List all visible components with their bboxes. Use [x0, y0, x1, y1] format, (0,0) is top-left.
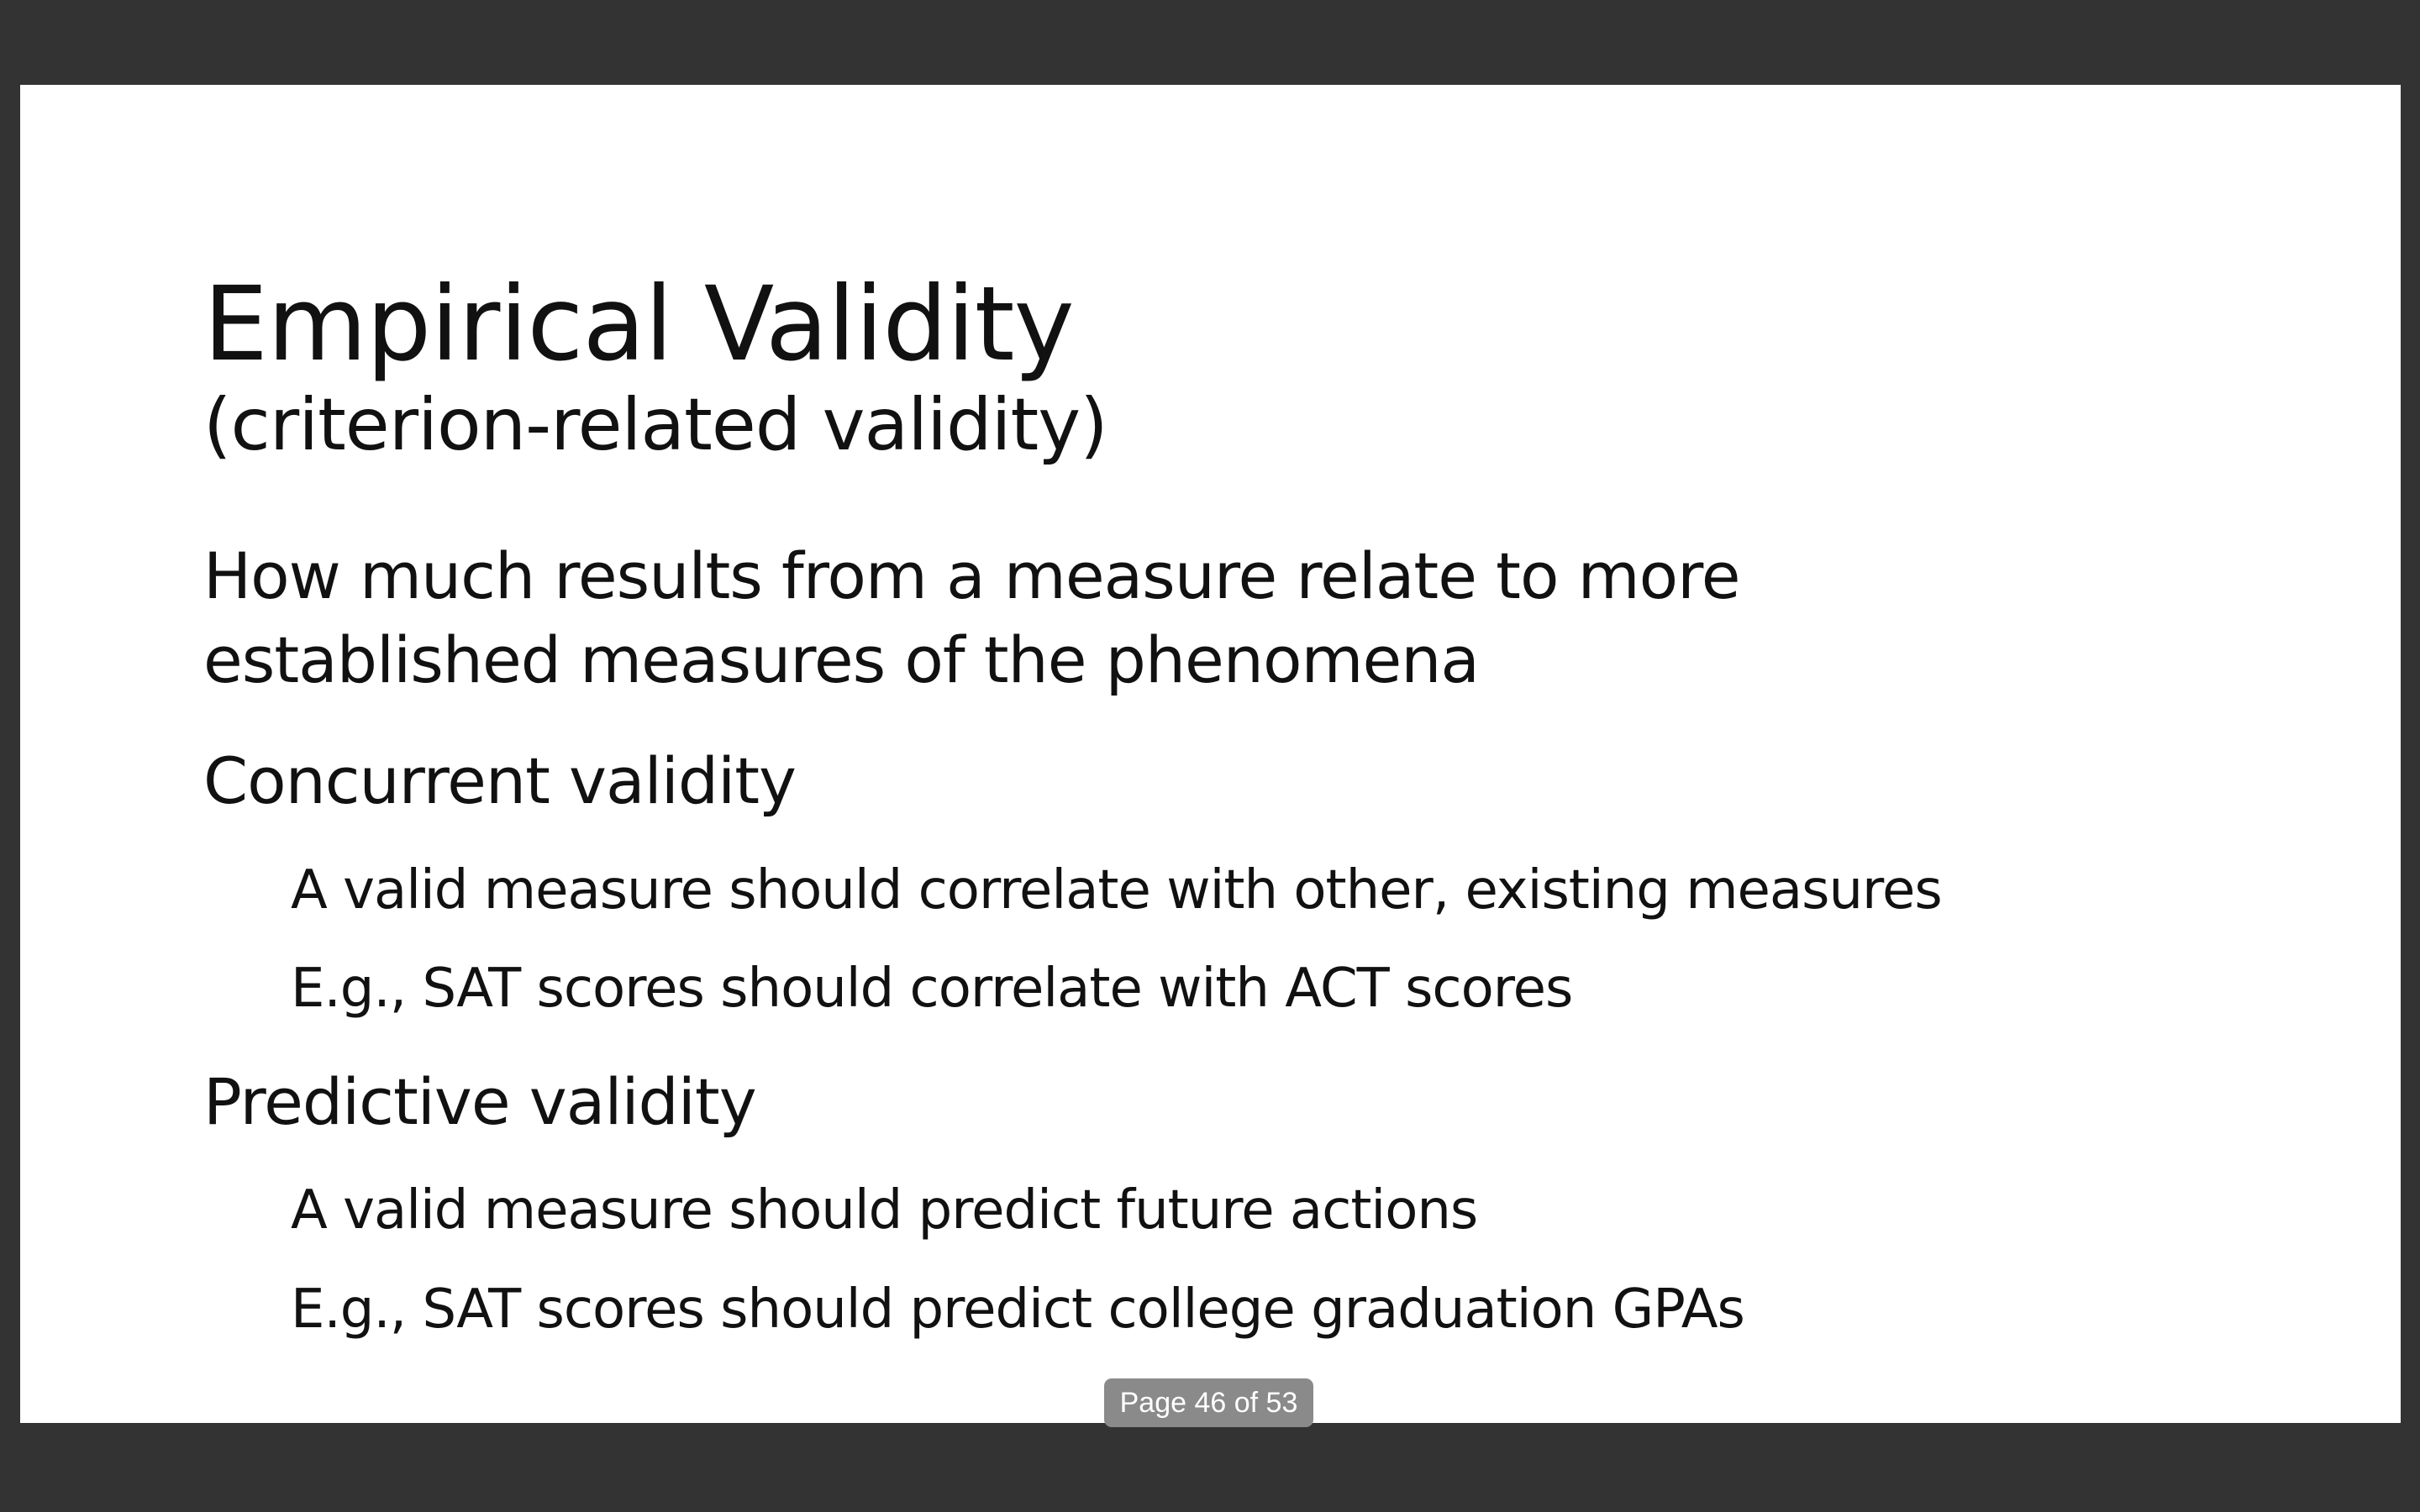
intro-text-line-2: established measures of the phenomena: [203, 622, 1480, 697]
section-heading-concurrent-validity: Concurrent validity: [203, 743, 797, 818]
intro-text-line-1: How much results from a measure relate t…: [203, 538, 1740, 613]
slide-title: Empirical Validity: [203, 265, 1075, 384]
predictive-validity-point-2: E.g., SAT scores should predict college …: [291, 1278, 1745, 1341]
concurrent-validity-point-2: E.g., SAT scores should correlate with A…: [291, 958, 1573, 1020]
concurrent-validity-point-1: A valid measure should correlate with ot…: [291, 859, 1943, 921]
page-indicator: Page 46 of 53: [1104, 1378, 1313, 1427]
slide-page: Empirical Validity (criterion-related va…: [20, 85, 2401, 1423]
slide-subtitle: (criterion-related validity): [203, 383, 1108, 467]
predictive-validity-point-1: A valid measure should predict future ac…: [291, 1179, 1478, 1242]
section-heading-predictive-validity: Predictive validity: [203, 1064, 757, 1139]
